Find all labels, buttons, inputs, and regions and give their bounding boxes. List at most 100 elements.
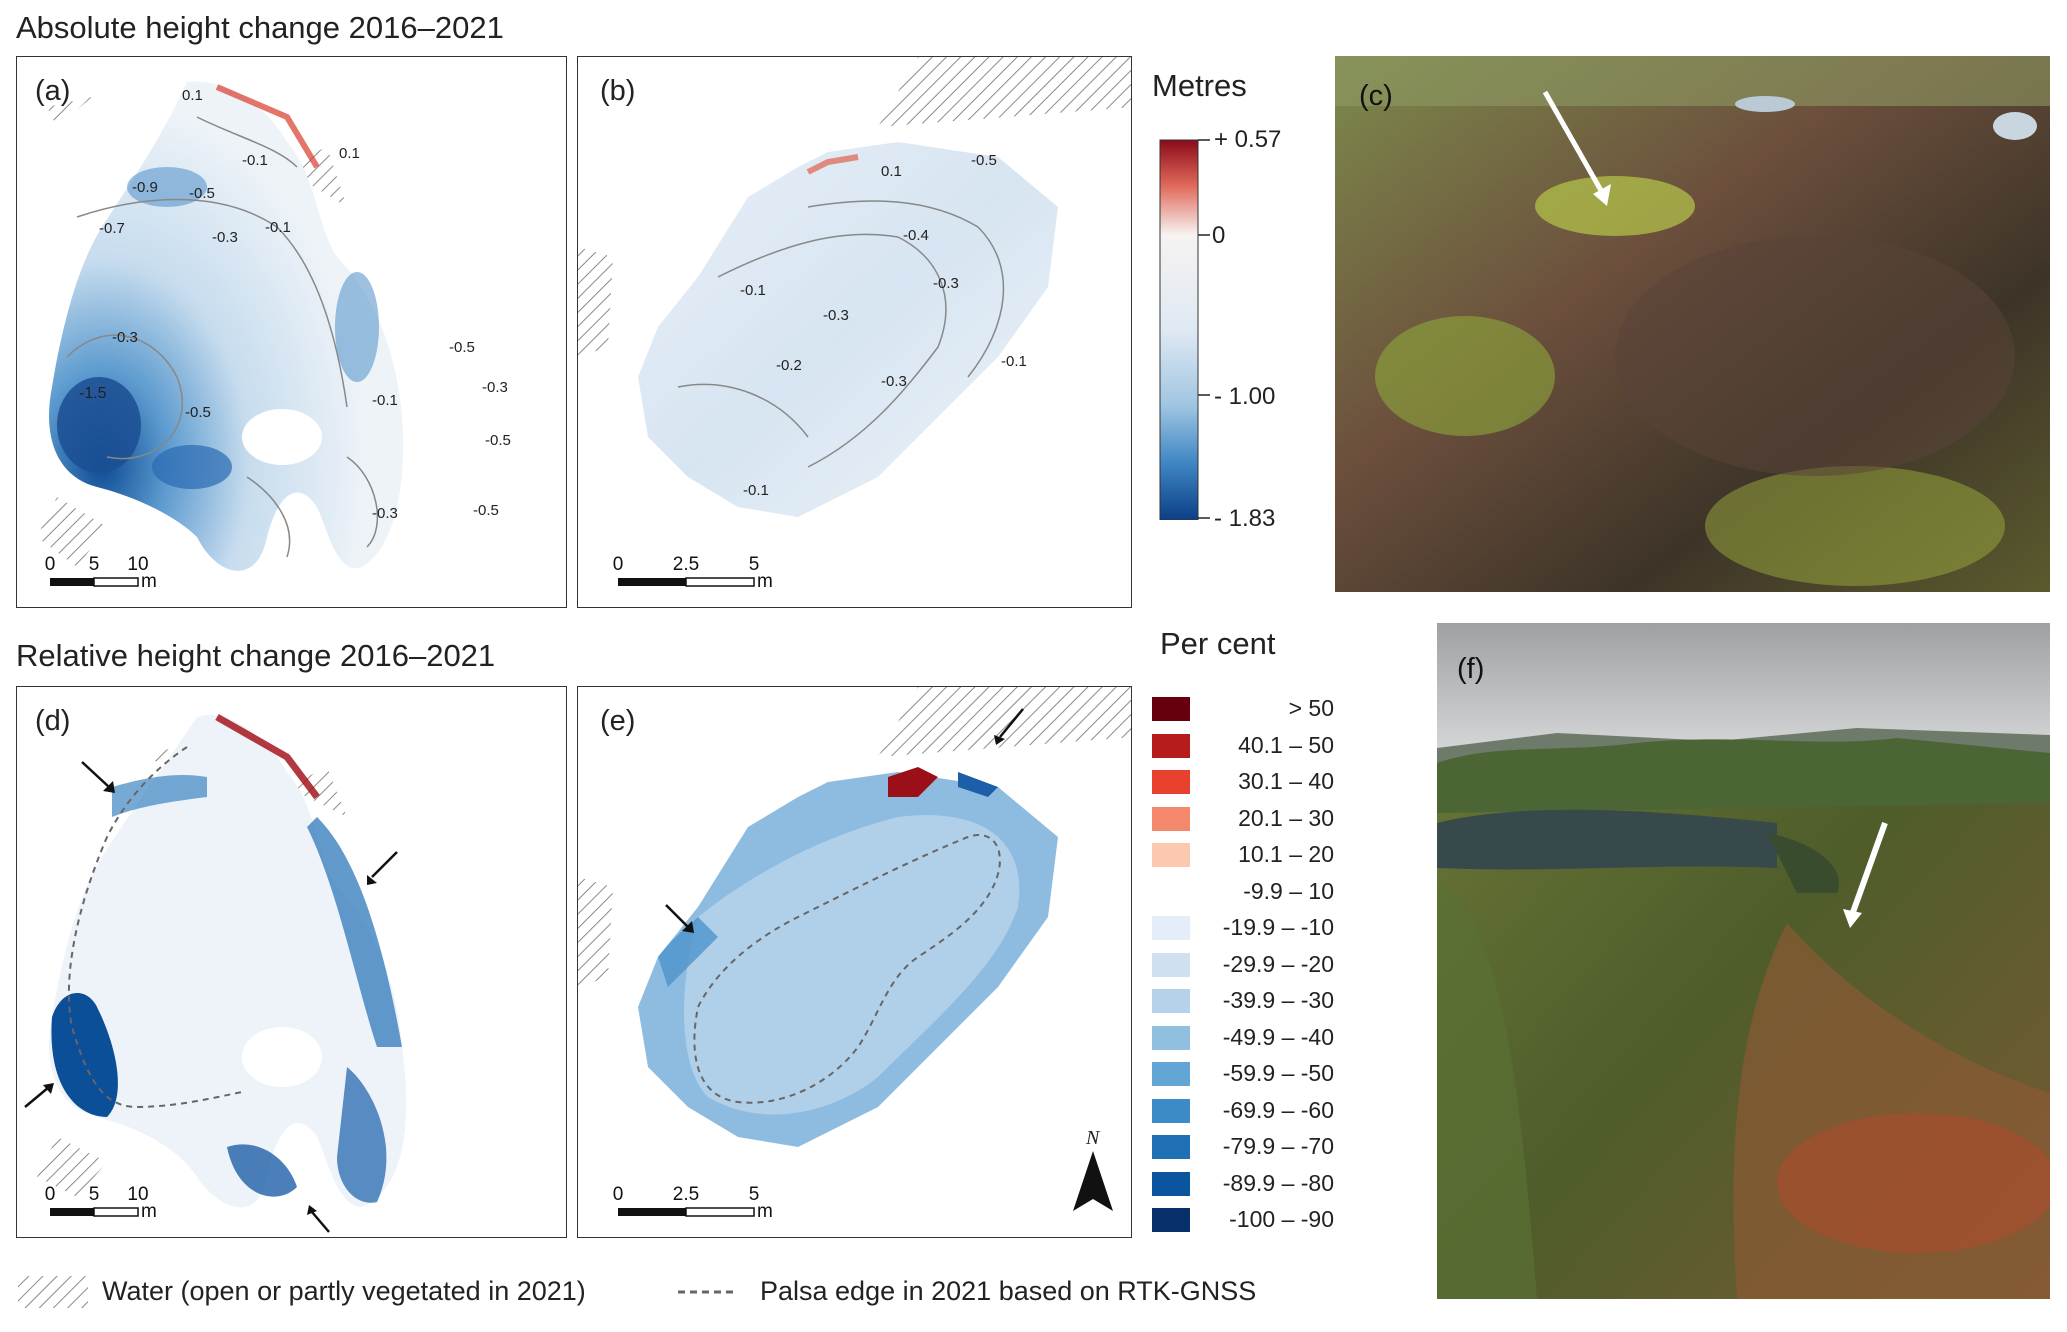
svg-text:10: 10 (127, 554, 148, 575)
legend-swatch (1152, 843, 1190, 867)
panel-f-label: (f) (1457, 653, 1485, 685)
legend-percent-title: Per cent (1160, 626, 1276, 661)
arrow-icon (682, 921, 694, 933)
legend-swatch (1152, 806, 1190, 831)
legend-percent-classes: > 50 40.1 – 50 30.1 – 40 20.1 – 30 10.1 … (1152, 695, 1334, 1235)
contour-label: -0.3 (112, 329, 138, 346)
map-b (578, 57, 1131, 517)
legend-swatch (1152, 1098, 1190, 1123)
legend-class: -59.9 – -50 (1152, 1060, 1334, 1088)
legend-swatch (1152, 1171, 1190, 1196)
contour-label: -0.1 (740, 282, 766, 299)
scalebar-e: 0 2.5 5 m (613, 1184, 773, 1222)
panel-d-relative-map: (d) 0 5 10 m (16, 686, 567, 1238)
legend-swatch (1152, 697, 1190, 721)
svg-text:m: m (141, 571, 157, 592)
contour-label: -0.4 (903, 227, 929, 244)
legend-class: -100 – -90 (1152, 1206, 1334, 1234)
legend-swatch (1152, 879, 1190, 904)
contour-label: -0.1 (265, 219, 291, 236)
north-label: N (1086, 1127, 1100, 1149)
map-a (37, 81, 404, 571)
contour-label: 0.1 (881, 163, 902, 180)
contour-label: -0.1 (372, 392, 398, 409)
palsa-edge-line (67, 746, 243, 1109)
legend-metres-title: Metres (1152, 68, 1247, 103)
water-area (37, 1137, 107, 1197)
contour-label: -0.3 (823, 307, 849, 324)
arrow-icon (307, 1205, 317, 1215)
svg-text:5: 5 (89, 1184, 100, 1205)
arrow-icon (1843, 909, 1862, 928)
hole (242, 409, 322, 465)
map-e (578, 687, 1131, 1147)
contour-label: -0.5 (485, 432, 511, 449)
edge-legend-label: Palsa edge in 2021 based on RTK-GNSS (760, 1276, 1257, 1306)
legend-swatch (1152, 989, 1190, 1013)
arrow-icon (367, 875, 377, 885)
panel-b-label: (b) (600, 75, 636, 107)
photo-c: (c) (1335, 56, 2050, 592)
legend-class: 40.1 – 50 (1152, 732, 1334, 760)
legend-swatch (1152, 1062, 1190, 1086)
water-area (878, 57, 1131, 127)
svg-text:2.5: 2.5 (673, 1184, 699, 1205)
contour-labels-a: 0.1 -0.1 0.1 -0.9 -0.5 -0.7 -0.3 -0.1 -0… (17, 57, 566, 607)
svg-text:m: m (757, 1201, 773, 1222)
water-area (578, 247, 613, 357)
svg-text:0: 0 (45, 1184, 56, 1205)
svg-text:5: 5 (89, 554, 100, 575)
legend-class: -19.9 – -10 (1152, 914, 1334, 942)
panel-d-label: (d) (35, 705, 71, 737)
subsidence-hotspot (57, 377, 141, 473)
contour-label: -0.5 (971, 152, 997, 169)
legend-class: -39.9 – -30 (1152, 987, 1334, 1015)
contour-label: -0.7 (99, 220, 125, 237)
contour-label: -0.3 (212, 229, 238, 246)
contour-label: 0.1 (339, 145, 360, 162)
legend-swatch (1152, 952, 1190, 977)
legend-metres-tick: 0 (1212, 222, 1226, 249)
svg-text:10: 10 (127, 1184, 148, 1205)
legend-class: -69.9 – -60 (1152, 1097, 1334, 1125)
panel-a-absolute-map: (a) 0.1 -0.1 0.1 -0.9 -0.5 -0.7 -0.3 -0.… (16, 56, 567, 608)
contour-label: -0.5 (473, 502, 499, 519)
contour-label: -0.1 (743, 482, 769, 499)
panel-b-absolute-map: (b) 0.1 -0.5 -0.4 -0.1 -0.3 -0.3 -0.2 -0… (577, 56, 1132, 608)
relative-title: Relative height change 2016–2021 (16, 638, 496, 673)
legend-class: > 50 (1152, 695, 1334, 723)
svg-text:0: 0 (45, 554, 56, 575)
legend-swatch (1152, 1025, 1190, 1050)
legend-metres-tick: - 1.83 (1214, 505, 1276, 532)
legend-metres-tick: + 0.57 (1214, 126, 1282, 153)
palsa-edge-line (693, 834, 1001, 1104)
svg-text:m: m (757, 571, 773, 592)
arrow-icon (43, 1083, 54, 1094)
legend-class: 30.1 – 40 (1152, 768, 1334, 796)
photo-c-image (1335, 56, 2050, 592)
water-area (47, 97, 92, 127)
contour-label: -0.1 (1001, 353, 1027, 370)
contour-label: -0.5 (449, 339, 475, 356)
contour-label: -0.2 (776, 357, 802, 374)
legend-swatch (1152, 916, 1190, 940)
hole (242, 1027, 322, 1087)
scalebar-a: 0 5 10 m (45, 554, 157, 592)
svg-text:0: 0 (613, 1184, 624, 1205)
contour-label: -0.3 (881, 373, 907, 390)
water-area (578, 877, 613, 987)
contour-label: -0.3 (933, 275, 959, 292)
scalebar-d: 0 5 10 m (45, 1184, 157, 1222)
legend-class: -79.9 – -70 (1152, 1133, 1334, 1161)
north-arrow-icon (1073, 1151, 1113, 1211)
legend-swatch (1152, 733, 1190, 758)
contour-label: -0.9 (132, 179, 158, 196)
arrow-icon (1593, 184, 1611, 206)
scalebar-b: 0 2.5 5 m (613, 554, 773, 592)
panel-e-label: (e) (600, 705, 636, 737)
contour-label: -1.5 (79, 385, 107, 402)
water-area (37, 497, 107, 567)
svg-text:m: m (141, 1201, 157, 1222)
panel-e-relative-map: (e) 0 2.5 5 m N (577, 686, 1132, 1238)
legend-class: -89.9 – -80 (1152, 1170, 1334, 1198)
